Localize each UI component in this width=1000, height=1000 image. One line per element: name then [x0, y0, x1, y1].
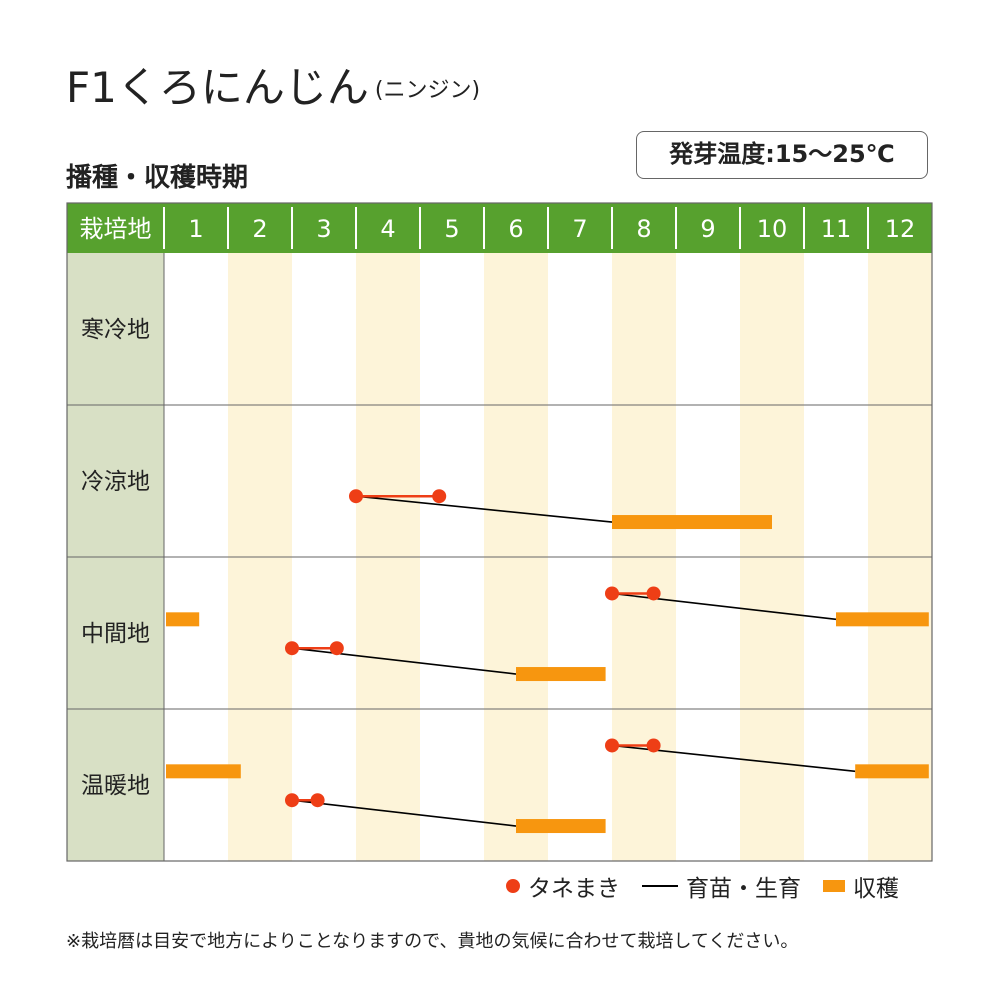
sowing-end-dot	[310, 793, 325, 808]
sowing-end-dot	[329, 641, 344, 656]
sowing-dot-icon	[506, 879, 520, 893]
region-label: 温暖地	[81, 773, 150, 799]
growing-line	[291, 647, 517, 675]
legend-harvest: 収穫	[823, 869, 899, 903]
harvest-bar	[166, 612, 200, 627]
legend-growing: 育苗・生育	[642, 869, 801, 903]
month-label-4: 4	[380, 215, 395, 243]
harvest-bar	[836, 612, 929, 627]
header-band	[67, 203, 932, 253]
month-label-3: 3	[316, 215, 331, 243]
title-sub: (ニンジン)	[374, 77, 481, 103]
harvest-bar	[166, 764, 241, 779]
sowing-end-dot	[646, 738, 661, 753]
header-label: 栽培地	[80, 215, 152, 243]
harvest-bar	[855, 764, 929, 779]
harvest-bar	[612, 515, 772, 530]
harvest-bar	[516, 819, 606, 834]
month-label-8: 8	[636, 215, 651, 243]
legend-harvest-label: 収穫	[853, 876, 899, 902]
month-label-5: 5	[444, 215, 459, 243]
sowing-start-dot	[605, 586, 619, 601]
sowing-end-dot	[432, 489, 447, 504]
month-label-1: 1	[188, 215, 203, 243]
legend: タネまき 育苗・生育 収穫	[506, 868, 899, 904]
section-heading: 播種・収穫時期	[66, 163, 249, 193]
legend-growing-label: 育苗・生育	[686, 876, 801, 902]
month-label-11: 11	[821, 215, 852, 243]
month-label-2: 2	[252, 215, 267, 243]
sowing-end-dot	[646, 586, 661, 601]
month-label-9: 9	[700, 215, 715, 243]
sowing-start-dot	[285, 641, 299, 656]
chart-frame	[66, 202, 933, 862]
legend-sowing-label: タネまき	[528, 876, 620, 902]
sowing-start-dot	[349, 489, 363, 504]
month-label-6: 6	[508, 215, 523, 243]
temperature-badge: 発芽温度:15〜25℃	[636, 131, 928, 179]
sowing-start-dot	[605, 738, 619, 753]
growing-line	[291, 799, 517, 827]
title-main: F1くろにんじん	[66, 63, 369, 112]
sowing-start-dot	[285, 793, 299, 808]
harvest-bar-icon	[823, 880, 845, 892]
region-label: 中間地	[81, 621, 150, 647]
region-label: 冷涼地	[81, 469, 150, 495]
growing-line-icon	[642, 885, 678, 887]
growing-line	[355, 495, 613, 523]
page-title: F1くろにんじん (ニンジン)	[66, 58, 480, 121]
harvest-bar	[516, 667, 606, 682]
month-label-7: 7	[572, 215, 587, 243]
footnote: ※栽培暦は目安で地方によりことなりますので、貴地の気候に合わせて栽培してください…	[66, 931, 799, 952]
region-label: 寒冷地	[81, 317, 150, 343]
month-label-12: 12	[885, 215, 916, 243]
legend-sowing: タネまき	[506, 869, 620, 903]
month-label-10: 10	[757, 215, 788, 243]
